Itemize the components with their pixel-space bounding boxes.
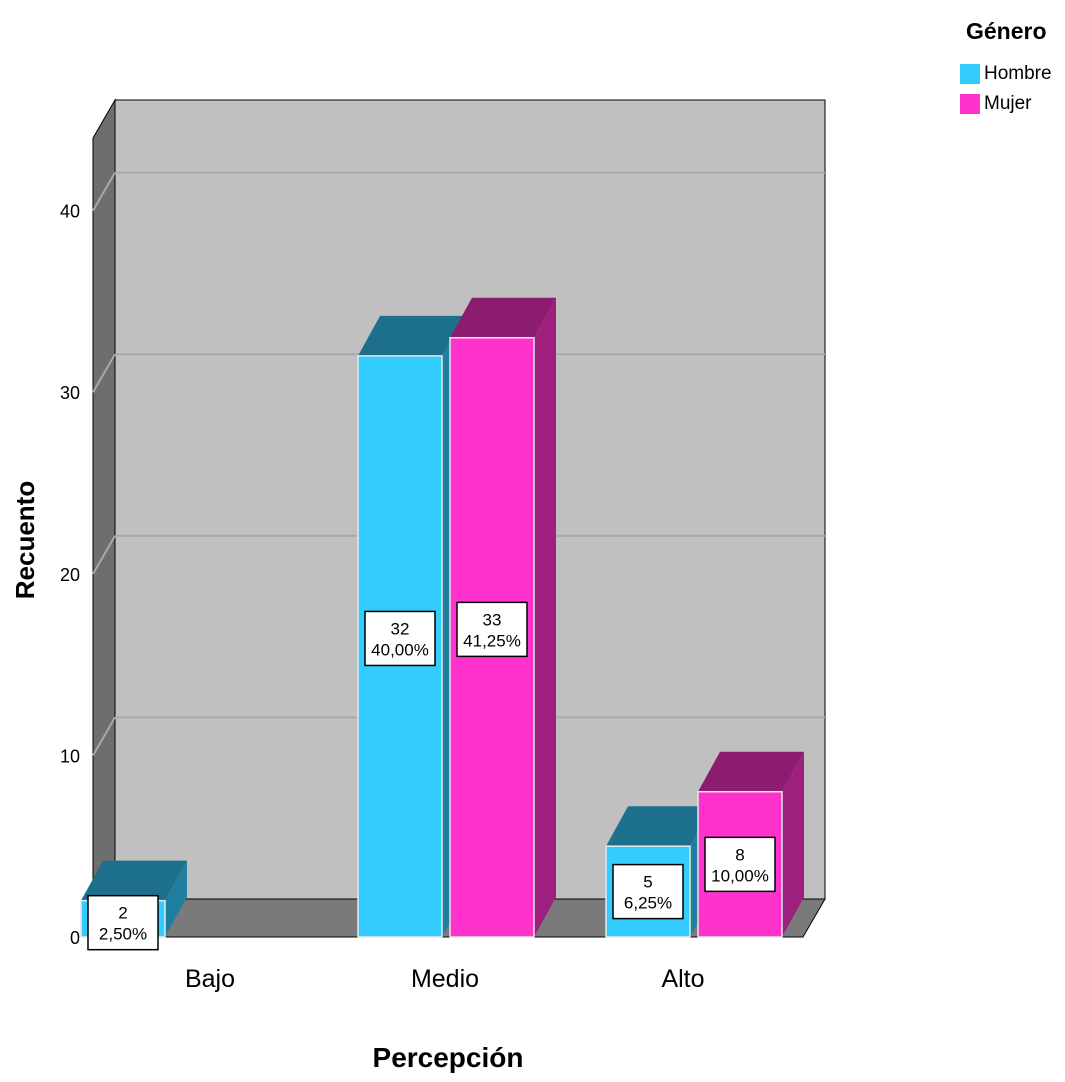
bar-hombre-medio: 32 40,00%: [357, 315, 464, 938]
bar-top-face: [606, 806, 712, 847]
bar-hombre-alto: 5 6,25%: [605, 806, 712, 938]
y-tick-label: 40: [60, 202, 80, 222]
gridline-side: [92, 172, 116, 212]
bar-side-face: [534, 297, 556, 937]
y-tick-label: 30: [60, 383, 80, 403]
data-label-count: 32: [391, 619, 410, 638]
legend-swatch-mujer: [960, 94, 980, 114]
data-label-box: [456, 601, 528, 658]
legend-label-mujer: Mujer: [984, 93, 1032, 114]
data-label-percent: 10,00%: [711, 866, 769, 885]
legend-title: Género: [966, 18, 1047, 44]
data-label: 33 41,25%: [456, 601, 528, 658]
bar-mujer-alto: 8 10,00%: [697, 751, 804, 938]
bar-top-face: [81, 860, 187, 901]
data-label-count: 33: [483, 610, 502, 629]
data-label: 8 10,00%: [704, 836, 776, 893]
gridline-side: [92, 716, 116, 756]
data-label-box: [704, 836, 776, 893]
gridline-side: [92, 353, 116, 393]
data-label: 32 40,00%: [364, 610, 436, 667]
data-label-percent: 40,00%: [371, 640, 429, 659]
y-tick-label: 0: [70, 928, 80, 948]
x-tick-label: Bajo: [185, 965, 235, 993]
bar-top-face: [450, 297, 556, 338]
x-tick-label: Alto: [661, 965, 704, 993]
data-label-percent: 6,25%: [624, 894, 672, 913]
x-tick-label: Medio: [411, 965, 479, 993]
data-label-count: 8: [735, 845, 744, 864]
data-label-count: 2: [118, 904, 127, 923]
data-label-percent: 41,25%: [463, 631, 521, 650]
plot-side-wall: [92, 98, 116, 939]
bar-side-face: [782, 751, 804, 937]
data-label-box: [612, 863, 684, 920]
data-label: 2 2,50%: [87, 894, 159, 951]
data-label-box: [364, 610, 436, 667]
y-tick-label: 10: [60, 746, 80, 766]
x-axis-title: Percepción: [373, 1042, 524, 1073]
legend-item-hombre: Hombre: [960, 59, 1060, 89]
bar-mujer-medio: 33 41,25%: [449, 297, 556, 938]
data-label: 5 6,25%: [612, 863, 684, 920]
legend-label-hombre: Hombre: [984, 63, 1052, 84]
gridline-side: [92, 535, 116, 575]
y-tick-label: 20: [60, 565, 80, 585]
legend-swatch-hombre: [960, 64, 980, 84]
legend-item-mujer: Mujer: [960, 89, 1060, 119]
data-label-percent: 2,50%: [99, 925, 147, 944]
bar-top-face: [698, 751, 804, 792]
y-axis-title: Recuento: [10, 481, 40, 599]
bar-hombre-bajo: 2 2,50%: [80, 860, 187, 951]
legend: Género Hombre Mujer: [960, 18, 1060, 119]
data-label-count: 5: [643, 873, 652, 892]
bar-top-face: [358, 315, 464, 356]
data-label-box: [87, 894, 159, 951]
bar-side-face: [165, 860, 187, 937]
